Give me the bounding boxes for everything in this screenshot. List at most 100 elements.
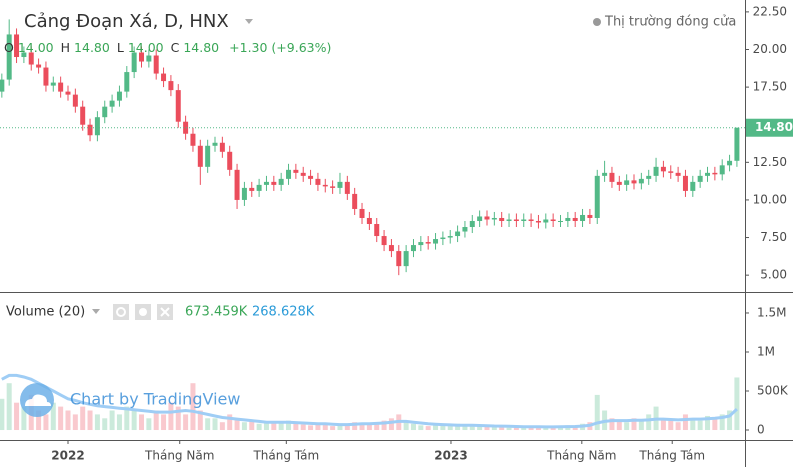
candle-body	[513, 219, 519, 221]
legend-key: L	[117, 40, 124, 55]
volume-bar	[712, 418, 718, 431]
volume-bar	[241, 422, 247, 431]
legend-key: C	[171, 40, 180, 55]
volume-bar	[322, 424, 328, 431]
candle-body	[366, 217, 372, 225]
symbol-title[interactable]: Cảng Đoạn Xá, D, HNX	[24, 11, 229, 32]
volume-ma-line	[1, 373, 738, 429]
volume-bar	[572, 426, 578, 431]
candle-body	[183, 121, 189, 134]
candle-body	[337, 181, 343, 188]
candle-body	[308, 175, 314, 179]
volume-tick-label: 1M	[757, 344, 775, 358]
candle-body	[557, 220, 563, 222]
candle-body	[286, 169, 292, 179]
candle-body	[21, 52, 27, 58]
volume-bar	[594, 394, 600, 431]
x-tick-label: 2022	[51, 449, 84, 463]
volume-bar	[197, 410, 203, 431]
volume-bar	[609, 418, 615, 431]
volume-bar	[631, 418, 637, 431]
volume-bar	[403, 422, 409, 431]
symbol-menu-arrow[interactable]	[245, 19, 253, 24]
candle-body	[727, 160, 733, 166]
candle-body	[440, 237, 446, 240]
candle-body	[330, 186, 336, 188]
volume-menu-arrow[interactable]	[92, 309, 100, 314]
volume-bar	[455, 423, 461, 431]
last-price-label: 14.80	[755, 120, 793, 134]
candle-body	[580, 214, 586, 221]
candle-body	[462, 227, 468, 232]
candle-body	[602, 172, 608, 176]
candle-body	[477, 216, 483, 221]
volume-bar	[462, 424, 468, 431]
volume-bar	[734, 377, 740, 431]
candle-body	[690, 181, 696, 191]
volume-bar	[491, 426, 497, 431]
volume-bar	[440, 425, 446, 431]
volume-bar	[124, 406, 130, 431]
candle-body	[352, 193, 358, 209]
volume-bar	[175, 406, 181, 431]
volume-bar	[381, 420, 387, 431]
volume-bar	[624, 422, 630, 431]
x-tick-label: Tháng Năm	[546, 449, 616, 463]
candle-body	[469, 220, 475, 228]
volume-bar	[205, 418, 211, 431]
last-price-box	[746, 118, 793, 137]
candle-body	[219, 142, 225, 152]
volume-title[interactable]: Volume (20)	[6, 305, 85, 320]
volume-bar	[109, 410, 115, 431]
volume-ma-value: 268.628K	[252, 305, 315, 320]
hide-button[interactable]	[113, 304, 129, 320]
volume-bar	[418, 425, 424, 431]
watermark-cloud	[25, 394, 51, 406]
settings-icon	[139, 308, 147, 316]
volume-bar	[6, 383, 12, 431]
volume-bar	[58, 406, 64, 431]
candle-body	[146, 55, 152, 62]
y-tick-label: 7.50	[760, 230, 787, 244]
candle-body	[425, 242, 431, 244]
volume-bar	[50, 402, 56, 431]
candle-body	[300, 172, 306, 176]
volume-bar	[646, 414, 652, 431]
candle-body	[624, 180, 630, 185]
candle-body	[455, 231, 461, 237]
volume-bar	[168, 402, 174, 431]
volume-bar	[388, 418, 394, 431]
volume-tick-label: 1.5M	[757, 305, 786, 319]
candle-body	[212, 142, 218, 146]
volume-bar	[271, 422, 277, 431]
volume-bar	[131, 410, 137, 431]
candle-body	[94, 117, 100, 136]
volume-bar	[315, 422, 321, 431]
candle-body	[543, 219, 549, 223]
candle-body	[227, 151, 233, 170]
volume-value: 673.459K	[185, 305, 248, 320]
volume-bar	[190, 383, 196, 431]
volume-bar	[638, 420, 644, 431]
volume-bar	[14, 402, 20, 431]
candle-body	[241, 187, 247, 200]
candle-body	[550, 219, 556, 221]
market-status: Thị trường đóng cửa	[604, 15, 736, 30]
volume-bar	[300, 424, 306, 431]
candle-body	[14, 34, 20, 58]
candle-body	[116, 91, 122, 101]
volume-bar	[499, 426, 505, 431]
candle-body	[58, 82, 64, 92]
y-tick-label: 20.00	[753, 42, 787, 56]
volume-bar	[102, 418, 108, 431]
candle-body	[609, 172, 615, 182]
candle-body	[124, 72, 130, 92]
volume-bar	[80, 406, 86, 431]
volume-bar	[425, 426, 431, 431]
candle-body	[528, 219, 534, 221]
candle-body	[587, 214, 593, 218]
candle-body	[484, 216, 490, 220]
volume-tick-label: 0	[757, 423, 765, 437]
candle-body	[660, 166, 666, 172]
